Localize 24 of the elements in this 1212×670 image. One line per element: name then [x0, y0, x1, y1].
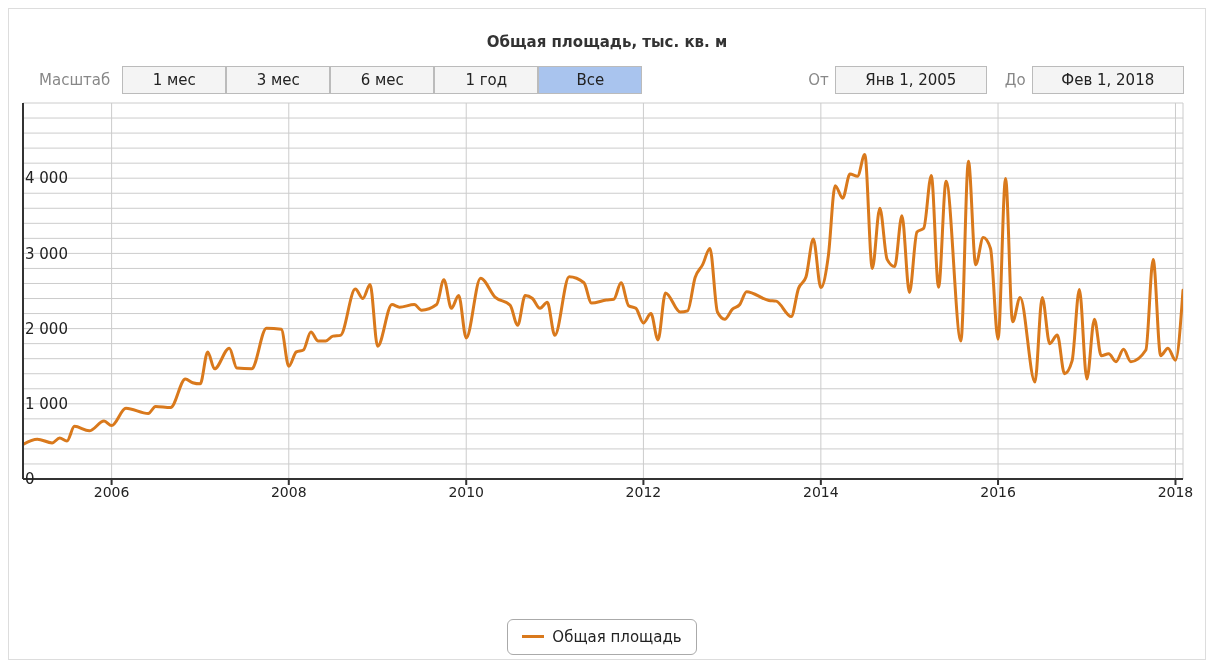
x-tick-label: 2008	[270, 483, 307, 500]
period-button: 6 мес	[330, 66, 435, 94]
text: До	[1004, 71, 1026, 89]
period-button: 3 мес	[226, 66, 331, 94]
y-tick-label: 4 000	[25, 169, 68, 188]
y-tick-label: 1 000	[25, 395, 68, 414]
chart-title: Общая площадь, тыс. кв. м	[485, 33, 729, 51]
y-tick-label: 3 000	[25, 244, 68, 263]
text: От	[808, 71, 829, 89]
x-tick-label: 2010	[448, 483, 485, 500]
x-tick-label: 2014	[803, 483, 839, 500]
date-field: Фев 1, 2018	[1031, 66, 1184, 94]
x-tick-label: 2012	[625, 483, 662, 500]
legend-label: Общая площадь	[507, 619, 697, 655]
period-button: 1 мес	[122, 66, 227, 94]
period-button: Все	[538, 66, 643, 94]
x-tick-label: 2018	[1157, 483, 1194, 500]
period-button: 1 год	[434, 66, 539, 94]
text: Масштаб	[39, 71, 111, 89]
date-field: Янв 1, 2005	[834, 66, 987, 94]
x-tick-label: 2006	[93, 483, 130, 500]
x-tick-label: 2016	[980, 483, 1016, 500]
y-tick-label: 2 000	[25, 319, 68, 338]
line-series	[23, 153, 1183, 446]
